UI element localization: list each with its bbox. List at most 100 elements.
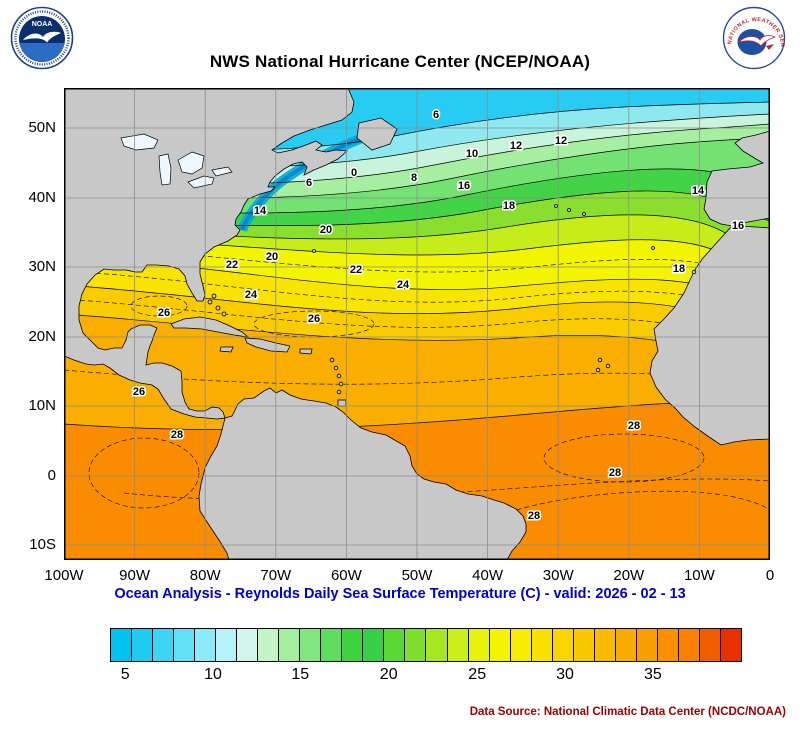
land-europe xyxy=(703,130,770,227)
lat-axis-label: 50N xyxy=(28,119,56,136)
colorbar-segment xyxy=(111,629,133,661)
colorbar-segment xyxy=(426,629,448,661)
colorbar xyxy=(110,628,742,662)
lon-axis-label: 100W xyxy=(44,567,84,584)
contour-label: 28 xyxy=(528,510,540,522)
colorbar-segment xyxy=(258,629,280,661)
contour-label: 28 xyxy=(609,467,621,479)
contour-label: 8 xyxy=(411,172,417,184)
colorbar-tick-label: 10 xyxy=(204,666,222,683)
island-cape-verde xyxy=(605,363,611,369)
lon-axis-label: 50W xyxy=(401,567,433,584)
land-south-america xyxy=(198,387,527,560)
contour-label: 24 xyxy=(397,279,410,291)
colorbar-segment xyxy=(636,629,658,661)
colorbar-segment xyxy=(405,629,427,661)
lat-axis-label: 20N xyxy=(28,327,56,345)
contour-label: 26 xyxy=(133,386,145,398)
lon-axis-label: 40W xyxy=(472,567,504,584)
contour-label: 14 xyxy=(254,205,267,217)
colorbar-segment xyxy=(321,629,343,661)
lon-axis-label: 90W xyxy=(119,567,151,584)
colorbar-segment xyxy=(615,629,637,661)
contour-label: 18 xyxy=(673,263,685,275)
map-frame xyxy=(64,88,770,560)
island-cape-verde xyxy=(595,367,601,373)
island-bahamas xyxy=(207,299,213,305)
colorbar-segment xyxy=(363,629,385,661)
island-antilles xyxy=(338,381,344,387)
island-antilles xyxy=(336,373,342,379)
land-africa xyxy=(649,225,770,446)
lat-axis-label: 0 xyxy=(47,466,56,484)
colorbar-segment xyxy=(447,629,469,661)
island-canaries xyxy=(691,269,697,275)
lon-axis-label: 20W xyxy=(613,567,645,584)
great-lakes xyxy=(120,133,233,189)
island-antilles xyxy=(329,357,335,363)
lon-axis-label: 60W xyxy=(330,567,362,584)
contour-label: 6 xyxy=(433,109,439,121)
contour-label: 10 xyxy=(466,148,478,160)
map-canvas: 6 10 12 12 8 0 6 14 16 18 14 16 18 20 20 22 22 24 24 26 26 26… xyxy=(64,88,770,560)
contour-label: 26 xyxy=(158,307,170,319)
contour-label: 24 xyxy=(245,289,258,301)
colorbar-tick-label: 15 xyxy=(291,666,310,683)
island-bermuda xyxy=(312,249,316,253)
colorbar-segment xyxy=(573,629,595,661)
nws-logo: NATIONAL WEATHER SERVICE xyxy=(720,2,786,70)
colorbar-tick-label: 25 xyxy=(468,666,487,683)
lon-axis-label: 80W xyxy=(189,567,221,584)
island-azores xyxy=(567,208,571,212)
land-hispaniola xyxy=(244,337,291,353)
colorbar-segment xyxy=(720,629,741,661)
lat-axis-label: 30N xyxy=(28,258,56,275)
contour-label: 16 xyxy=(458,180,470,192)
land-jamaica xyxy=(219,346,234,353)
colorbar-segment xyxy=(195,629,217,661)
lon-axis-label: 70W xyxy=(260,567,292,584)
island-bahamas xyxy=(221,311,227,317)
contour-label: 22 xyxy=(226,259,238,271)
colorbar-segment xyxy=(594,629,616,661)
contour-label: 14 xyxy=(692,185,705,197)
colorbar-segment xyxy=(699,629,721,661)
colorbar-tick-label: 20 xyxy=(379,666,398,683)
data-source: Data Source: National Climatic Data Cent… xyxy=(469,706,786,718)
colorbar-tick-label: 35 xyxy=(643,666,662,683)
colorbar-segment xyxy=(510,629,532,661)
colorbar-segment xyxy=(237,629,259,661)
island-cape-verde xyxy=(597,357,603,363)
island-bahamas xyxy=(215,305,221,311)
colorbar-segment xyxy=(657,629,679,661)
colorbar-segment xyxy=(174,629,196,661)
colorbar-segment xyxy=(678,629,700,661)
colorbar-tick-label: 30 xyxy=(556,666,574,683)
contour-label: 0 xyxy=(351,167,357,179)
island-madeira xyxy=(651,246,655,250)
map-caption: Ocean Analysis - Reynolds Daily Sea Surf… xyxy=(114,586,686,602)
sst-map: 6 10 12 12 8 0 6 14 16 18 14 16 18 20 20 22 22 24 24 26 26 26… xyxy=(64,88,770,560)
island-antilles xyxy=(333,365,339,371)
colorbar-ticks: 5 10 15 20 25 30 35 xyxy=(110,666,742,690)
latlon-grid xyxy=(64,88,770,560)
contour-label: 12 xyxy=(555,135,567,147)
lon-axis-label: 10W xyxy=(683,567,715,584)
contour-label: 18 xyxy=(503,200,515,212)
contour-label: 22 xyxy=(350,264,362,276)
nws-logo-icon: NATIONAL WEATHER SERVICE xyxy=(720,2,786,70)
lon-axis-label: 30W xyxy=(542,567,574,584)
page-title: NWS National Hurricane Center (NCEP/NOAA… xyxy=(209,52,591,71)
colorbar-segment xyxy=(342,629,364,661)
colorbar-segment xyxy=(552,629,574,661)
noaa-logo-icon: NOAA xyxy=(10,6,74,70)
land-newfoundland xyxy=(356,117,398,151)
contour-label: 20 xyxy=(266,251,278,263)
colorbar-segment xyxy=(468,629,490,661)
contour-label: 28 xyxy=(171,429,183,441)
colorbar-segment xyxy=(531,629,553,661)
contour-label: 20 xyxy=(320,224,332,236)
colorbar-segment xyxy=(489,629,511,661)
noaa-logo: NOAA xyxy=(10,6,74,70)
